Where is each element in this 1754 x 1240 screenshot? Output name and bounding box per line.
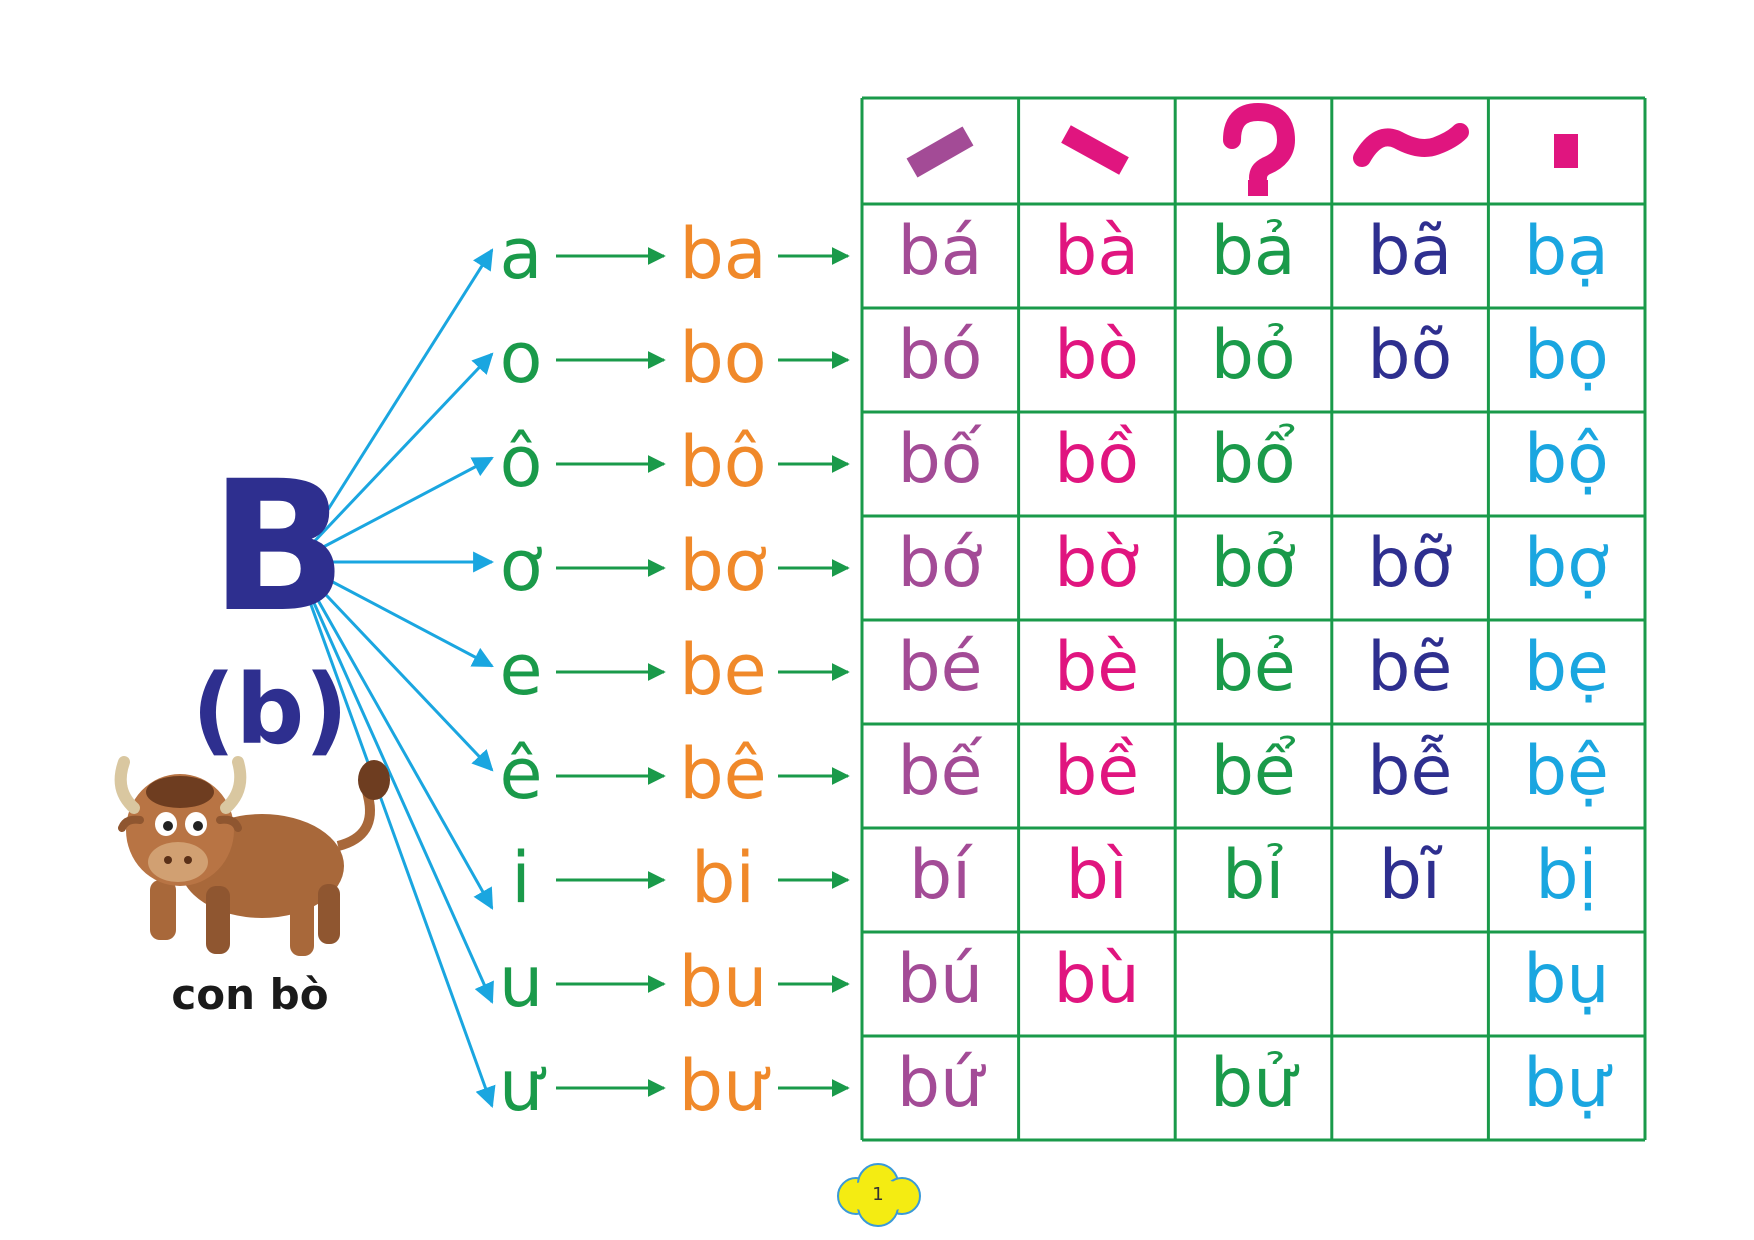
table-cell: bù [1053,940,1140,1019]
table-cell: bè [1054,628,1140,707]
letter-to-vowel-arrows [308,248,496,1108]
vowel-3: ô [499,421,543,503]
table-cell: bồ [1054,420,1139,499]
table-cell: bí [908,836,972,915]
table-cell: bứ [896,1044,984,1123]
table-cell: bệ [1523,732,1609,811]
table-cell: bé [897,628,983,707]
table-cell: bể [1210,732,1296,811]
table-cell: bố [897,420,983,499]
table-cell [1019,1032,1175,1136]
syllable-arrows [556,247,850,1097]
table-cell: bổ [1210,420,1296,499]
blue-arrow [309,456,494,556]
syllable-9: bư [678,1045,768,1127]
table-cell: bề [1054,732,1140,811]
picture-caption: con bò [171,970,329,1019]
blue-arrow [308,576,494,772]
table-cell: bó [897,316,983,395]
syllable-1: ba [679,213,767,295]
table-cell: bẻ [1210,628,1296,707]
table-cell: bẹ [1523,628,1609,707]
ox-icon [114,756,390,956]
lowercase-letter: (b) [191,654,349,766]
vowel-2: o [499,317,543,399]
blue-arrow [308,248,494,539]
syllable-6: bê [679,733,767,815]
tone-table-grid [860,96,1647,1142]
vowel-7: i [511,837,531,919]
tone-hoi-icon [1223,102,1296,196]
tone-nang-icon [1554,134,1578,168]
table-cell: bế [897,732,983,811]
vowel-1: a [499,213,543,295]
table-cell: bá [897,212,983,291]
syllable-5: be [679,629,767,711]
table-cell [1332,928,1488,1032]
table-cell: bộ [1524,420,1609,499]
page-number: 1 [872,1184,884,1205]
table-cell: bạ [1523,212,1609,291]
table-cell: bò [1054,316,1139,395]
table-cell: bợ [1524,524,1609,603]
table-cell: bụ [1523,940,1610,1019]
tone-nga-icon [1353,123,1469,167]
table-cell: bỏ [1210,316,1296,395]
vowel-9: ư [498,1045,544,1127]
table-cell: bớ [897,524,983,603]
table-cell: bĩ [1378,836,1441,915]
table-cell: bì [1065,836,1128,915]
table-cell: bễ [1367,732,1453,811]
table-cell: bị [1535,836,1598,915]
syllable-7: bi [691,837,755,919]
table-cell: bọ [1524,316,1609,395]
table-cell: bà [1054,212,1140,291]
vowel-8: u [498,941,544,1023]
syllable-3: bô [679,421,767,503]
syllable-4: bơ [679,525,767,607]
table-cell: bẽ [1367,628,1453,707]
table-cell [1332,1032,1488,1136]
vowel-5: e [499,629,543,711]
table-cell [1332,408,1488,512]
page-number-cloud [837,1163,921,1227]
syllable-8: bu [678,941,768,1023]
table-cell: bự [1523,1044,1610,1123]
blue-arrow [308,601,496,1108]
vowel-4: ơ [499,525,543,607]
table-cell: bã [1367,212,1453,291]
uppercase-letter: B [210,443,348,652]
blue-arrow [309,568,494,668]
table-cell: bú [896,940,984,1019]
syllable-2: bo [679,317,767,399]
tone-huyen-icon [1061,125,1129,175]
table-cell: bỉ [1222,836,1285,915]
table-cell: bờ [1054,524,1139,603]
table-cell: bõ [1367,316,1453,395]
vowel-6: ê [499,733,543,815]
tone-sac-icon [906,126,974,178]
table-cell: bở [1210,524,1296,603]
blue-arrow [308,585,494,910]
table-cell: bả [1210,212,1296,291]
table-cell [1175,928,1331,1032]
table-cell: bử [1210,1044,1297,1123]
table-cell: bỡ [1367,524,1453,603]
blue-arrow [308,593,494,1004]
blue-arrow [308,352,494,548]
